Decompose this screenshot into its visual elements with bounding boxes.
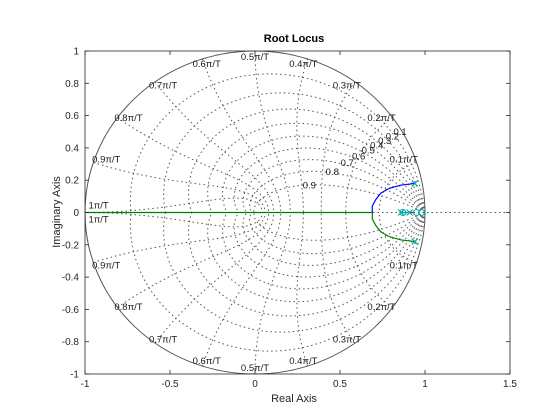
zero-marker xyxy=(412,208,421,217)
frequency-curve-lower xyxy=(93,212,266,263)
damping-label: 0.7 xyxy=(341,158,354,169)
y-tick-label: 0.8 xyxy=(65,79,79,90)
damping-curve-upper xyxy=(222,135,426,213)
y-tick-label: -0.8 xyxy=(62,337,80,348)
damping-curve-upper xyxy=(233,147,426,213)
y-tick-label: 0.6 xyxy=(65,111,79,122)
frequency-curve-upper xyxy=(154,81,275,213)
frequency-label-upper: 0.8π/T xyxy=(114,113,142,124)
damping-curve-upper xyxy=(253,184,426,213)
damping-curve-lower xyxy=(242,212,426,266)
damping-label: 0.6 xyxy=(352,151,365,162)
x-axis-label: Real Axis xyxy=(271,393,317,405)
zero-marker xyxy=(399,208,407,217)
y-tick-label: -1 xyxy=(70,370,79,381)
damping-curve-upper xyxy=(188,108,426,213)
chart-title: Root Locus xyxy=(264,33,325,45)
damping-curve-lower xyxy=(253,212,426,241)
frequency-label-upper: 1π/T xyxy=(88,201,108,212)
frequency-label-upper: 0.9π/T xyxy=(92,155,120,166)
frequency-label-upper: 0.4π/T xyxy=(289,59,317,70)
zero-marker xyxy=(418,208,426,217)
x-tick-label: 1.5 xyxy=(503,379,517,390)
pole-marker xyxy=(406,209,414,216)
damping-curve-lower xyxy=(222,212,426,290)
frequency-label-lower: 0.8π/T xyxy=(114,302,142,313)
x-tick-label: 1 xyxy=(422,379,428,390)
frequency-label-lower: 0.2π/T xyxy=(367,302,395,313)
frequency-label-lower: 0.1π/T xyxy=(390,260,418,271)
damping-label: 0.8 xyxy=(326,167,339,178)
x-tick-label: -1 xyxy=(81,379,90,390)
y-tick-label: -0.4 xyxy=(62,273,80,284)
x-tick-label: 0 xyxy=(252,379,258,390)
damping-curve-lower xyxy=(207,212,426,303)
y-tick-label: 1 xyxy=(73,47,79,58)
y-tick-label: 0.2 xyxy=(65,176,79,187)
frequency-curve-lower xyxy=(320,212,356,344)
pole-marker xyxy=(411,238,419,245)
y-axis-label: Imaginary Axis xyxy=(51,176,63,248)
frequency-curve-upper xyxy=(93,162,266,213)
locus-branch-2 xyxy=(371,212,415,243)
frequency-label-upper: 0.7π/T xyxy=(149,80,177,91)
frequency-label-lower: 0.3π/T xyxy=(333,335,361,346)
frequency-label-lower: 0.6π/T xyxy=(193,356,221,367)
damping-curve-lower xyxy=(233,212,426,278)
damping-curve-lower xyxy=(249,212,426,255)
frequency-label-lower: 0.9π/T xyxy=(92,260,120,271)
damping-label: 0.1 xyxy=(393,127,406,138)
pole-marker xyxy=(397,209,405,216)
y-tick-label: 0.4 xyxy=(65,143,79,154)
frequency-label-upper: 0.6π/T xyxy=(193,59,221,70)
frequency-curve-upper xyxy=(254,51,291,213)
frequency-label-lower: 1π/T xyxy=(88,215,108,226)
damping-label: 0.5 xyxy=(362,146,375,157)
frequency-label-lower: 0.5π/T xyxy=(241,363,269,374)
frequency-label-lower: 0.4π/T xyxy=(289,356,317,367)
frequency-curve-upper xyxy=(345,117,393,213)
y-tick-label: -0.2 xyxy=(62,240,80,251)
damping-label: 0.2 xyxy=(386,131,399,142)
plot-area: 0.10.20.30.40.50.60.70.80.90.1π/T0.1π/T0… xyxy=(62,47,518,391)
x-tick-label: 0.5 xyxy=(333,379,347,390)
frequency-label-upper: 0.3π/T xyxy=(333,80,361,91)
frequency-label-upper: 0.5π/T xyxy=(241,52,269,63)
frequency-label-upper: 0.1π/T xyxy=(390,155,418,166)
y-tick-label: 0 xyxy=(73,208,79,219)
x-tick-label: -0.5 xyxy=(161,379,179,390)
damping-label: 0.3 xyxy=(378,136,391,147)
damping-curve-upper xyxy=(242,159,426,213)
pole-marker xyxy=(411,180,419,187)
frequency-curve-lower xyxy=(254,212,291,374)
frequency-curve-lower xyxy=(345,212,393,308)
damping-label: 0.9 xyxy=(303,180,316,191)
y-tick-label: -0.6 xyxy=(62,305,80,316)
locus-branch-1 xyxy=(371,182,415,213)
frequency-curve-lower xyxy=(154,212,275,344)
damping-curve-lower xyxy=(188,212,426,317)
frequency-curve-upper xyxy=(320,81,356,213)
damping-curve-upper xyxy=(249,170,426,213)
damping-curve-upper xyxy=(207,122,426,213)
frequency-label-upper: 0.2π/T xyxy=(367,113,395,124)
frequency-label-lower: 0.7π/T xyxy=(149,335,177,346)
damping-label: 0.4 xyxy=(370,141,383,152)
